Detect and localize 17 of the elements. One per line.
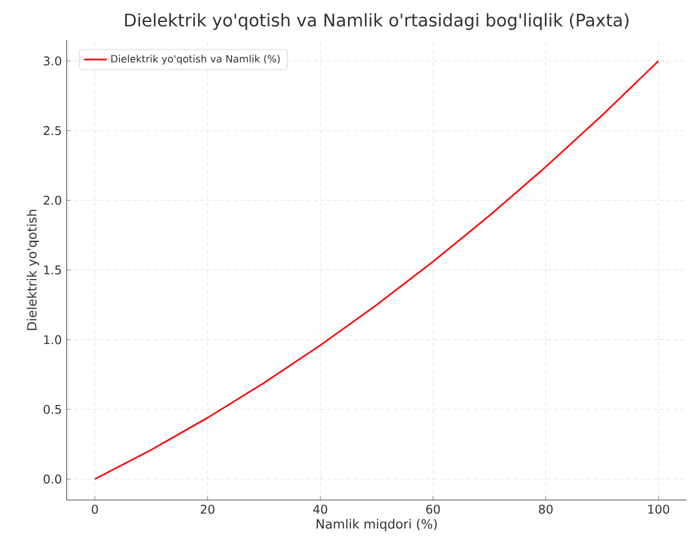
legend-label: Dielektrik yo'qotish va Namlik (%)	[111, 54, 280, 64]
chart-title: Dielektrik yo'qotish va Namlik o'rtasidagi bog'liqlik (Paxta)	[125, 13, 628, 30]
x-axis-title: Namlik miqdori (%)	[316, 518, 437, 532]
x-tick-label: 60	[426, 504, 440, 514]
x-tick-label: 20	[200, 504, 214, 514]
y-tick-label: 1.5	[44, 266, 61, 274]
y-tick-label: 1.0	[44, 335, 62, 344]
y-axis-title: Dielektrik yo'qotish	[26, 210, 40, 330]
x-tick-label: 80	[538, 504, 553, 514]
x-tick-label: 0	[92, 504, 98, 514]
x-tick-label: 100	[648, 504, 670, 514]
y-tick-label: 2.0	[44, 196, 62, 205]
y-tick-label: 3.0	[44, 56, 62, 66]
y-tick-label: 0.0	[44, 474, 62, 484]
y-tick-label: 2.5	[44, 126, 61, 136]
x-tick-label: 40	[313, 504, 328, 514]
y-tick-label: 0.5	[44, 404, 61, 414]
